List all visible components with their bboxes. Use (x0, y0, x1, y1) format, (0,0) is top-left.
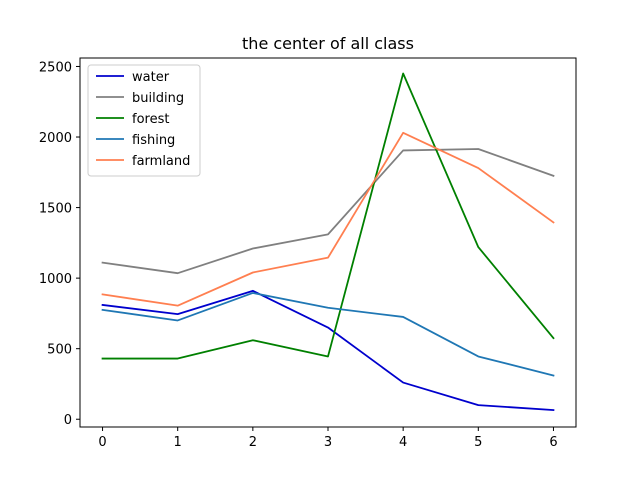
series-line-forest (101, 72, 555, 360)
legend-label-farmland: farmland (132, 154, 190, 169)
series-line-building (101, 148, 555, 275)
x-tick-label: 6 (549, 435, 557, 450)
chart-title: the center of all class (242, 34, 414, 53)
x-tick-label: 3 (324, 435, 332, 450)
x-tick-label: 2 (249, 435, 257, 450)
legend-label-building: building (132, 91, 184, 106)
legend: water building forest fishing farmland (87, 64, 201, 177)
y-tick-label: 1000 (39, 272, 72, 287)
y-tick-label: 0 (64, 413, 72, 428)
series-line-fishing (101, 292, 555, 377)
series-line-farmland (101, 131, 555, 307)
x-tick-label: 4 (399, 435, 407, 450)
legend-label-water: water (132, 70, 170, 85)
y-tick-label: 2500 (39, 60, 72, 75)
x-tick-label: 5 (474, 435, 482, 450)
series-line-water (101, 289, 555, 412)
y-tick-label: 1500 (39, 202, 72, 217)
y-tick-label: 500 (47, 343, 72, 358)
x-tick-label: 1 (174, 435, 182, 450)
legend-label-forest: forest (132, 112, 169, 127)
series-layer (101, 72, 555, 412)
legend-box (87, 64, 201, 177)
legend-label-fishing: fishing (132, 133, 175, 148)
x-tick-label: 0 (98, 435, 106, 450)
y-tick-label: 2000 (39, 131, 72, 146)
